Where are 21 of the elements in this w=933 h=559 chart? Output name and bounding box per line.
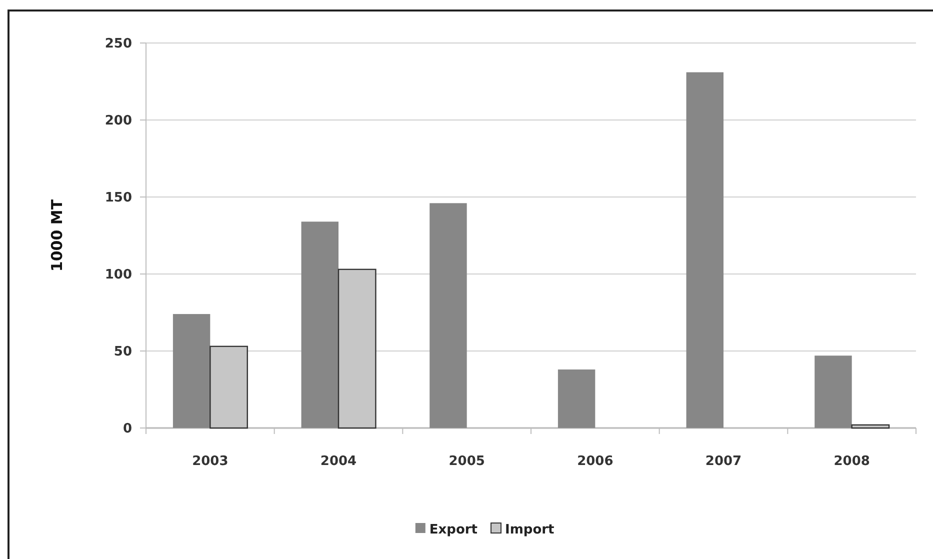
y-tick-label: 100	[104, 268, 132, 283]
bar	[814, 356, 852, 428]
legend-label: Export	[429, 522, 478, 538]
bar	[686, 72, 724, 428]
x-tick-label: 2004	[320, 454, 357, 469]
bar	[558, 369, 596, 428]
x-tick-label: 2007	[705, 454, 742, 469]
bar	[301, 222, 338, 428]
y-tick-label: 0	[122, 422, 132, 437]
y-tick-label: 50	[114, 344, 132, 360]
bar	[172, 314, 210, 428]
x-tick-label: 2006	[577, 454, 614, 469]
x-tick-label: 2005	[448, 454, 485, 469]
y-tick-label: 150	[104, 190, 132, 206]
bar	[430, 203, 467, 428]
x-tick-label: 2003	[192, 454, 228, 469]
y-axis-title: 1000 MT	[48, 198, 66, 272]
legend-label: Import	[505, 522, 554, 538]
x-tick-label: 2008	[834, 454, 870, 469]
y-tick-label: 200	[104, 114, 132, 129]
y-tick-label: 250	[104, 36, 132, 52]
